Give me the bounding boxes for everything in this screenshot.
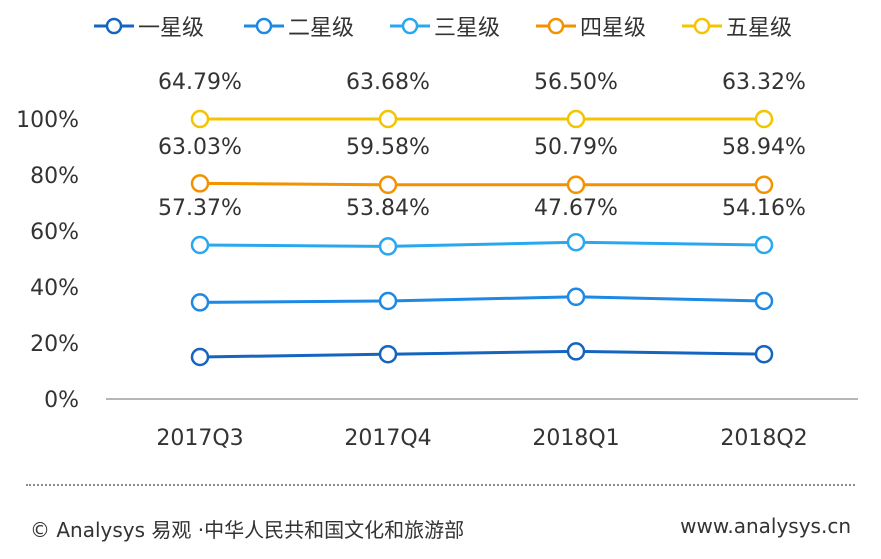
series-5-point-2 (378, 109, 398, 129)
y-tick-label-3: 40% (30, 276, 79, 301)
series-5-point-4 (754, 109, 774, 129)
line-chart: 0% 20% 40% 60% 80% 100% 2017Q3 2017Q4 2018Q1 2018… (16, 70, 858, 451)
y-tick-label-1: 0% (44, 388, 79, 413)
x-tick-label-1: 2017Q3 (156, 426, 243, 451)
chart-legend: 一星级 二星级 三星级 四星级 五星级 (0, 10, 881, 42)
data-label-middle-4: 58.94% (722, 135, 806, 160)
series-line-3 (199, 240, 765, 248)
data-label-top-3: 56.50% (534, 70, 618, 95)
legend-label-3: 三星级 (434, 16, 501, 41)
legend-marker-5 (682, 17, 722, 35)
series-5-point-3 (566, 109, 586, 129)
series-1-point-3 (566, 342, 586, 361)
series-3-point-4 (754, 235, 774, 255)
series-5-point-1 (190, 109, 210, 129)
series-line-2 (199, 295, 765, 304)
legend-item-2[interactable]: 二星级 (242, 10, 354, 42)
series-1-point-1 (190, 347, 210, 367)
footer-divider (26, 484, 855, 486)
data-label-top-2: 63.68% (346, 70, 430, 95)
series-1-point-4 (754, 344, 774, 364)
series-4-point-1 (190, 174, 210, 193)
series-line-4 (199, 181, 764, 187)
series-3-point-2 (378, 237, 398, 256)
legend-label-2: 二星级 (288, 16, 355, 41)
series-4-point-2 (378, 175, 398, 195)
website-url: www.analysys.cn (680, 514, 851, 538)
data-label-top-4: 63.32% (722, 70, 806, 95)
legend-marker-4 (536, 17, 576, 35)
copyright-text: © Analysys 易观 ·中华人民共和国文化和旅游部 (30, 518, 465, 542)
series-4-point-3 (566, 175, 586, 195)
y-tick-label-6: 100% (16, 108, 79, 133)
data-label-bottom-4: 54.16% (722, 196, 806, 221)
y-tick-label-2: 20% (30, 332, 79, 357)
legend-marker-1 (94, 17, 134, 35)
legend-marker-2 (244, 17, 284, 35)
y-tick-label-5: 80% (30, 164, 79, 189)
series-line-1 (199, 349, 765, 359)
legend-label-4: 四星级 (580, 16, 647, 41)
legend-marker-3 (390, 17, 430, 35)
data-label-middle-1: 63.03% (158, 135, 242, 160)
footer: © Analysys 易观 ·中华人民共和国文化和旅游部 www.analysy… (0, 478, 881, 559)
series-2-point-2 (378, 291, 398, 311)
series-2-point-4 (754, 291, 774, 311)
legend-item-3[interactable]: 三星级 (388, 10, 500, 42)
series-4-point-4 (754, 175, 774, 195)
series-1-point-2 (378, 344, 398, 364)
data-label-top-1: 64.79% (158, 70, 242, 95)
series-2-point-1 (190, 293, 210, 312)
data-label-bottom-1: 57.37% (158, 196, 242, 221)
x-tick-label-2: 2017Q4 (344, 426, 431, 451)
data-label-middle-3: 50.79% (534, 135, 618, 160)
legend-item-5[interactable]: 五星级 (680, 10, 792, 42)
data-label-middle-2: 59.58% (346, 135, 430, 160)
legend-label-1: 一星级 (138, 16, 205, 41)
series-2-point-3 (566, 287, 586, 307)
x-tick-label-3: 2018Q1 (532, 426, 619, 451)
data-label-bottom-2: 53.84% (346, 196, 430, 221)
data-label-bottom-3: 47.67% (534, 196, 618, 221)
x-tick-label-4: 2018Q2 (720, 426, 807, 451)
legend-item-4[interactable]: 四星级 (534, 10, 646, 42)
series-3-point-1 (190, 235, 210, 255)
legend-item-1[interactable]: 一星级 (92, 10, 204, 42)
series-3-point-3 (566, 232, 586, 252)
legend-label-5: 五星级 (726, 16, 793, 41)
y-tick-label-4: 60% (30, 220, 79, 245)
